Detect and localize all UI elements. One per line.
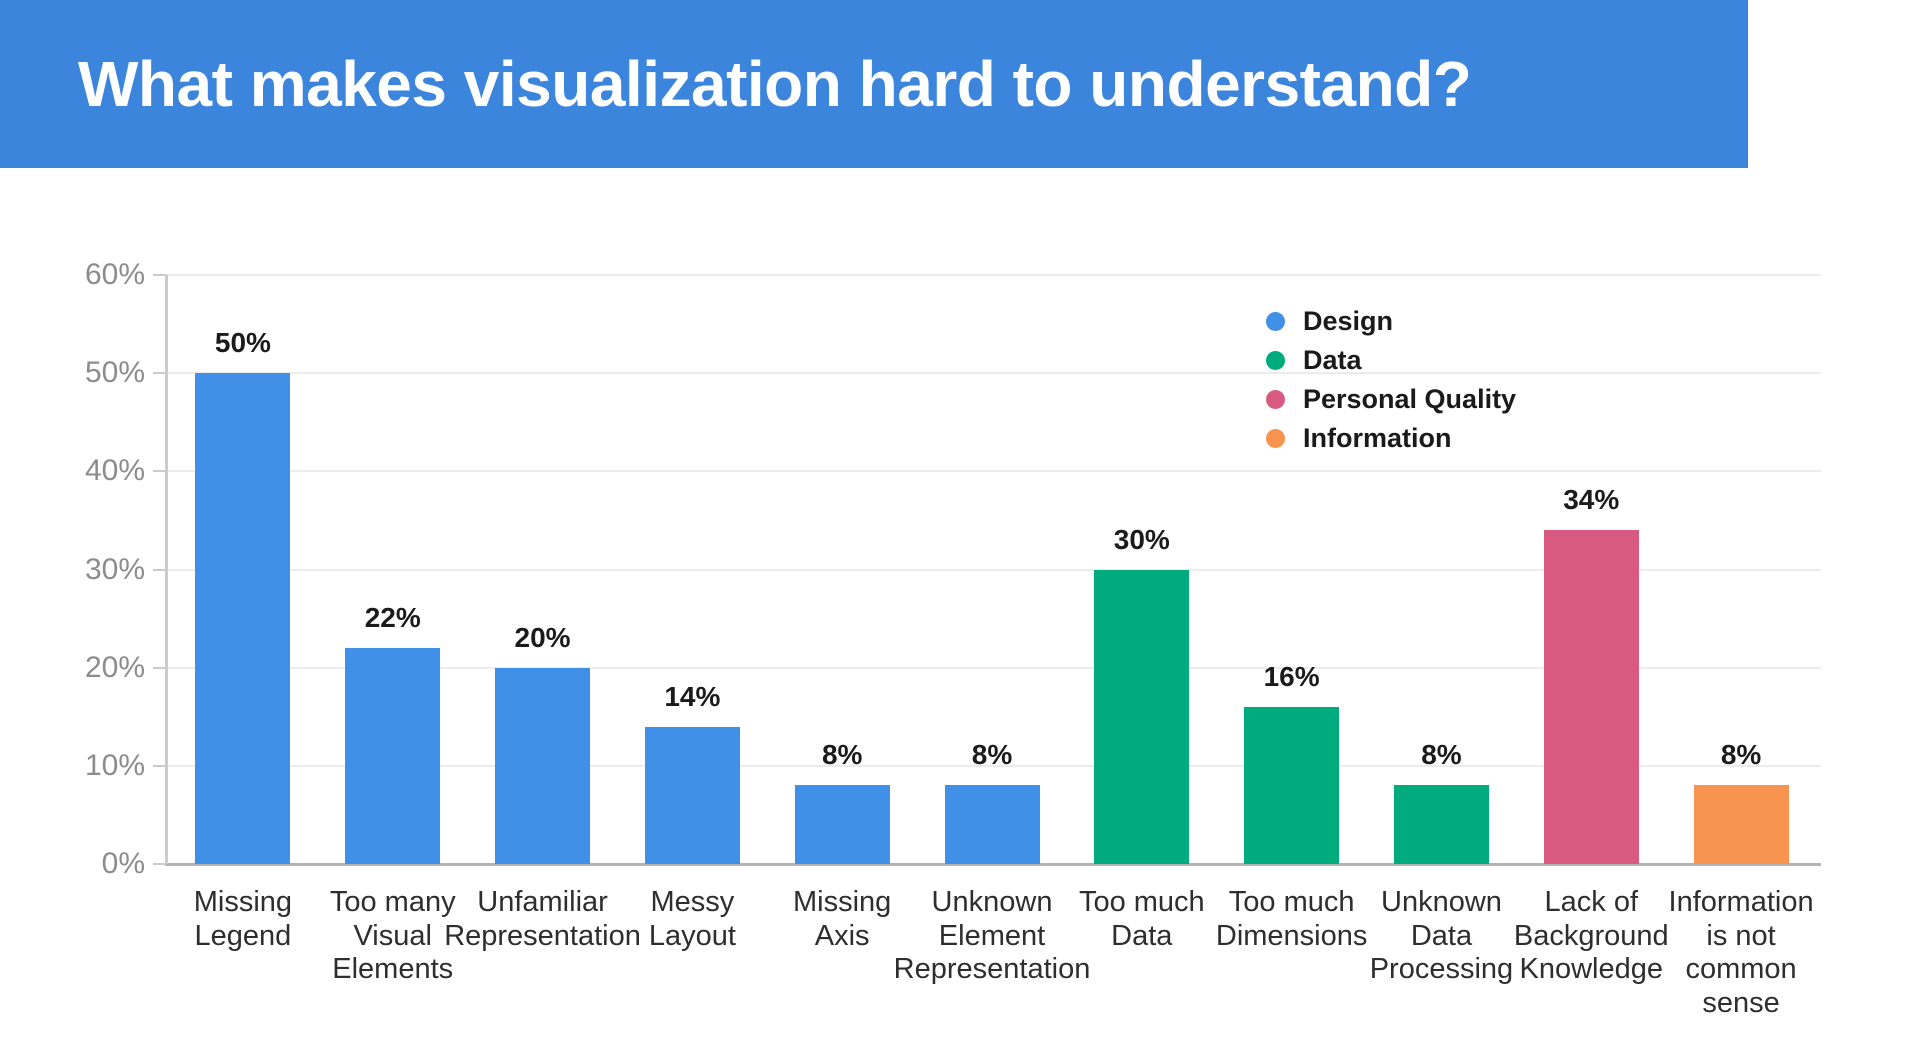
gridline-60 — [165, 274, 1821, 276]
x-axis-label-information-is-not-common-sense: Information is not common sense — [1668, 886, 1814, 1019]
legend-dot-data — [1266, 350, 1285, 370]
x-axis-label-unfamiliar-representation: Unfamiliar Representation — [444, 886, 641, 952]
gridline-10 — [165, 764, 1821, 767]
legend-dot-personal-quality — [1266, 389, 1285, 409]
y-axis-label-20: 20% — [84, 650, 145, 684]
y-axis-label-50: 50% — [84, 356, 145, 390]
bar-information-is-not-common-sense — [1693, 785, 1789, 864]
bar-value-too-much-dimensions: 16% — [1263, 660, 1320, 692]
y-axis-tick-50 — [153, 372, 166, 375]
y-axis-label-30: 30% — [84, 552, 145, 586]
legend-label-design: Design — [1303, 305, 1394, 336]
y-axis-tick-40 — [153, 470, 166, 473]
legend-item-data: Data — [1266, 341, 1362, 379]
y-axis-tick-60 — [153, 274, 166, 276]
y-axis-tick-20 — [153, 666, 166, 669]
bar-missing-legend — [195, 373, 291, 864]
legend-item-information: Information — [1266, 419, 1452, 457]
x-axis-label-too-many-visual-elements: Too many Visual Elements — [329, 886, 456, 985]
bar-too-much-dimensions — [1244, 706, 1340, 864]
gridline-40 — [165, 470, 1821, 473]
bar-value-missing-legend: 50% — [214, 327, 271, 359]
y-axis-label-40: 40% — [84, 454, 145, 488]
bar-value-unfamiliar-representation: 20% — [514, 621, 571, 653]
bar-value-unknown-data-processing: 8% — [1421, 739, 1462, 771]
bar-value-lack-of-background-knowledge: 34% — [1563, 484, 1620, 516]
gridline-20 — [165, 666, 1821, 669]
legend-item-personal-quality: Personal Quality — [1266, 380, 1516, 418]
legend-label-information: Information — [1303, 422, 1452, 453]
gridline-50 — [165, 372, 1821, 375]
bar-value-too-many-visual-elements: 22% — [364, 602, 421, 634]
y-axis-line — [165, 275, 168, 864]
x-axis-label-too-much-data: Too much Data — [1078, 886, 1205, 952]
bar-value-information-is-not-common-sense: 8% — [1720, 739, 1762, 771]
y-axis-label-0: 0% — [101, 847, 145, 880]
gridline-30 — [165, 568, 1821, 571]
y-axis-label-10: 10% — [84, 748, 145, 782]
bar-value-unknown-element-representation: 8% — [971, 739, 1013, 771]
legend-item-design: Design — [1266, 302, 1393, 340]
bar-too-many-visual-elements — [345, 648, 441, 864]
x-axis-baseline — [165, 863, 1821, 866]
bar-unknown-element-representation — [944, 785, 1040, 864]
legend-label-personal-quality: Personal Quality — [1303, 383, 1517, 414]
bar-unknown-data-processing — [1393, 785, 1489, 864]
x-axis-label-unknown-data-processing: Unknown Data Processing — [1369, 886, 1514, 985]
bar-missing-axis — [794, 785, 890, 864]
chart-title: What makes visualization hard to underst… — [78, 48, 1472, 120]
legend-dot-information — [1266, 428, 1285, 448]
y-axis-label-60: 60% — [84, 258, 145, 291]
y-axis-tick-10 — [153, 764, 166, 767]
bar-value-too-much-data: 30% — [1113, 523, 1170, 555]
y-axis-tick-0 — [153, 863, 166, 865]
bar-value-missing-axis: 8% — [821, 739, 863, 771]
y-axis-tick-30 — [153, 568, 166, 571]
bar-lack-of-background-knowledge — [1543, 530, 1639, 864]
x-axis-label-missing-legend: Missing Legend — [193, 886, 293, 952]
bar-value-messy-layout: 14% — [664, 680, 721, 712]
x-axis-label-too-much-dimensions: Too much Dimensions — [1215, 886, 1368, 952]
bar-unfamiliar-representation — [495, 667, 591, 864]
legend-dot-design — [1266, 311, 1285, 331]
bar-too-much-data — [1094, 569, 1190, 864]
x-axis-label-missing-axis: Missing Axis — [793, 886, 892, 952]
legend-label-data: Data — [1303, 344, 1362, 375]
x-axis-label-unknown-element-representation: Unknown Element Representation — [893, 886, 1091, 985]
bar-messy-layout — [644, 726, 740, 864]
x-axis-label-messy-layout: Messy Layout — [648, 886, 736, 952]
title-banner: What makes visualization hard to underst… — [0, 0, 1748, 168]
x-axis-label-lack-of-background-knowledge: Lack of Background Knowledge — [1513, 886, 1669, 985]
